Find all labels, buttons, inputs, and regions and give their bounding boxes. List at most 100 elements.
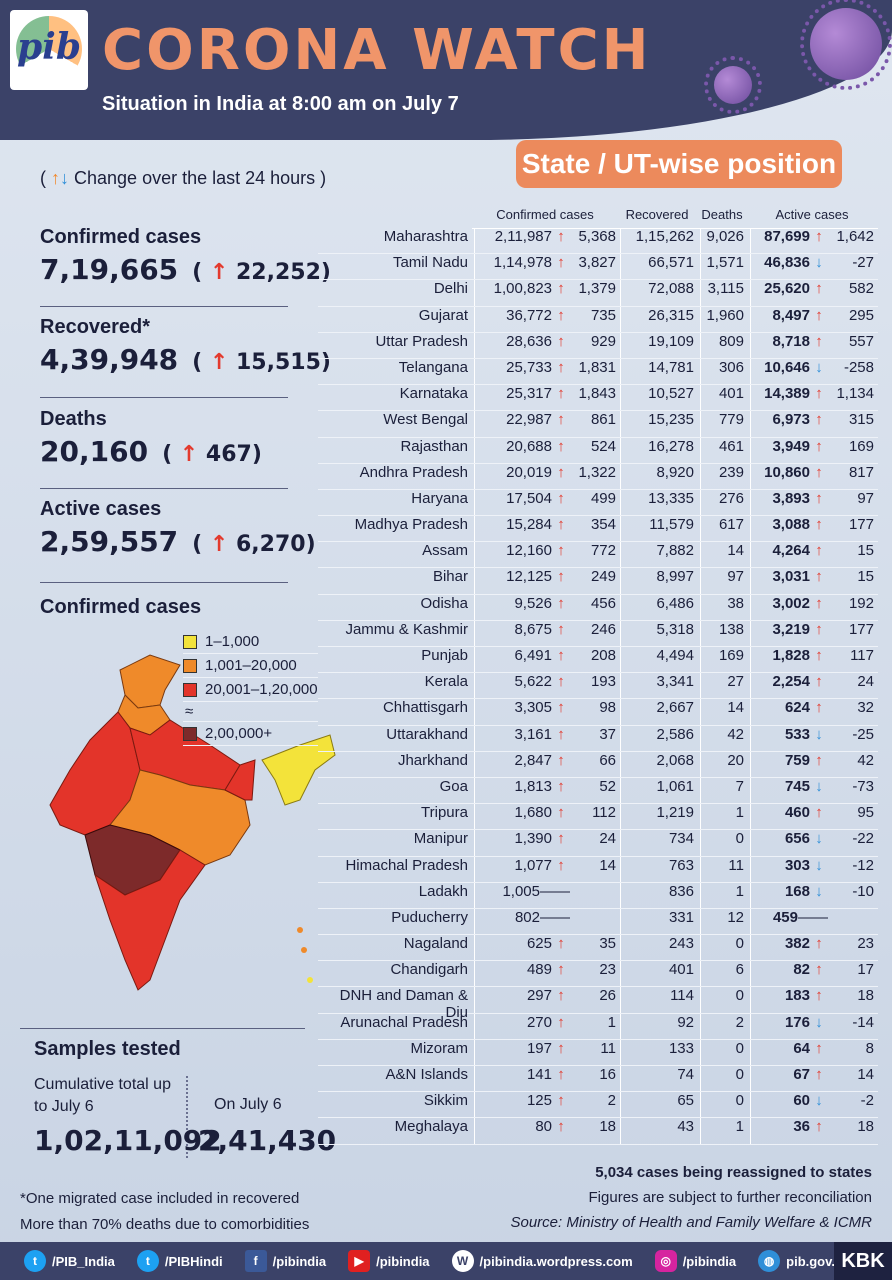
header-deaths: Deaths (701, 207, 743, 222)
deaths-value: 2 (700, 1013, 750, 1039)
confirmed-cell: 20,019 ↑ 1,322 (474, 463, 620, 489)
divider (40, 397, 288, 398)
arrow-down-icon: ↓ (815, 882, 823, 900)
social-link-youtube[interactable]: ▶/pibindia (348, 1250, 430, 1272)
deaths-value: 0 (700, 1092, 750, 1118)
active-value: 656 (784, 830, 810, 848)
state-name: Uttar Pradesh (375, 332, 468, 350)
recovered-value: 7,882 (620, 542, 700, 568)
recovered-value: 243 (620, 935, 700, 961)
confirmed-value: 2,11,987 (494, 228, 552, 245)
active-cell: 10,646 ↓ -258 (750, 358, 878, 385)
pib-logo[interactable]: pib (10, 10, 88, 90)
arrow-up-icon: ↑ (557, 1039, 565, 1057)
state-name: Arunachal Pradesh (340, 1013, 468, 1031)
arrow-down-icon: ↓ (815, 777, 823, 795)
confirmed-change: 354 (590, 516, 616, 534)
recovered-value: 2,068 (620, 751, 700, 777)
deaths-value: 779 (700, 411, 750, 437)
confirmed-cell: 12,125 ↑ 249 (474, 568, 620, 594)
arrow-up-icon: ↑ (557, 228, 565, 245)
recovered-value: 43 (620, 1118, 700, 1144)
confirmed-cell: 141 ↑ 16 (474, 1066, 620, 1092)
arrow-up-icon: ↑ (557, 306, 565, 324)
confirmed-change: 249 (590, 568, 616, 586)
state-name: Chhattisgarh (382, 699, 468, 717)
footnote-migrated: *One migrated case included in recovered (20, 1190, 300, 1207)
confirmed-value: 28,636 (506, 332, 552, 350)
recovered-value: 66,571 (620, 254, 700, 280)
state-name: Jammu & Kashmir (345, 620, 468, 638)
divider (40, 488, 288, 489)
active-change: 95 (857, 804, 874, 822)
globe-icon: ◍ (758, 1250, 781, 1272)
confirmed-value: 3,161 (514, 725, 552, 743)
confirmed-cell: 2,11,987 ↑ 5,368 (474, 228, 620, 254)
confirmed-cell: 1,00,823 ↑ 1,379 (474, 280, 620, 306)
social-link-twitter-pib[interactable]: t/PIB_India (24, 1250, 115, 1272)
confirmed-change: 861 (590, 411, 616, 429)
arrow-down-icon: ↓ (815, 725, 823, 743)
active-change: 15 (857, 542, 874, 560)
active-change: 1,134 (836, 385, 874, 403)
state-name: Telangana (398, 358, 468, 376)
arrow-up-icon: ↑ (557, 699, 565, 717)
arrow-up-icon: ↑ (557, 987, 565, 1005)
active-change: 295 (848, 306, 874, 324)
arrow-up-icon: ↑ (815, 516, 823, 534)
source-note: Source: Ministry of Health and Family We… (510, 1214, 872, 1231)
recovered-value: 763 (620, 856, 700, 882)
confirmed-cell: 20,688 ↑ 524 (474, 437, 620, 463)
arrow-up-icon: ↑ (557, 332, 565, 350)
arrow-up-icon: ↑ (209, 260, 229, 285)
active-change: -73 (852, 777, 874, 795)
state-name: Tripura (421, 804, 468, 822)
state-name: Madhya Pradesh (354, 516, 468, 534)
stat-value: 2,59,557 (40, 525, 179, 558)
confirmed-change (570, 883, 616, 908)
stat-confirmed: Confirmed cases 7,19,665( ↑ 22,252) (40, 226, 331, 286)
recovered-value: 2,586 (620, 725, 700, 751)
social-link-facebook[interactable]: f/pibindia (244, 1250, 326, 1272)
deaths-value: 276 (700, 489, 750, 516)
confirmed-cell: 802 —— (474, 908, 620, 935)
recovered-value: 5,318 (620, 620, 700, 646)
map-region-south (94, 849, 206, 991)
arrow-up-icon: ↑ (557, 1066, 565, 1083)
confirmed-cell: 125 ↑ 2 (474, 1092, 620, 1118)
social-link-wordpress[interactable]: W/pibindia.wordpress.com (451, 1250, 633, 1272)
arrow-up-icon: ↑ (815, 935, 823, 953)
active-change: 582 (848, 280, 874, 298)
arrow-down-icon: ↓ (815, 856, 823, 874)
confirmed-value: 141 (526, 1066, 552, 1083)
confirmed-cell: 15,284 ↑ 354 (474, 516, 620, 542)
state-name: Meghalaya (394, 1118, 468, 1136)
active-value: 2,254 (772, 673, 810, 691)
header-recovered: Recovered (625, 207, 689, 222)
samples-day-value: 2,41,430 (198, 1124, 337, 1157)
deaths-value: 401 (700, 385, 750, 411)
arrow-up-icon: ↑ (557, 358, 565, 376)
twitter-icon: t (136, 1250, 159, 1272)
active-change: 18 (857, 1118, 874, 1136)
state-name: Bihar (432, 568, 468, 586)
recovered-value: 26,315 (620, 306, 700, 332)
active-cell: 2,254 ↑ 24 (750, 673, 878, 699)
kbk-logo: KBK (834, 1242, 892, 1280)
deaths-value: 27 (700, 673, 750, 699)
arrow-up-icon: ↑ (557, 725, 565, 743)
youtube-icon: ▶ (348, 1250, 371, 1272)
deaths-value: 138 (700, 620, 750, 646)
social-link-website[interactable]: ◍ pib.gov.in (758, 1250, 847, 1272)
confirmed-value: 22,987 (506, 411, 552, 429)
social-link-twitter-pibhindi[interactable]: t/PIBHindi (136, 1250, 223, 1272)
active-value: 533 (784, 725, 810, 743)
arrow-up-icon: ↑ (815, 1066, 823, 1083)
active-cell: 8,718 ↑ 557 (750, 332, 878, 358)
confirmed-change: 524 (590, 437, 616, 455)
active-value: 183 (784, 987, 810, 1005)
stat-label: Confirmed cases (40, 226, 202, 248)
confirmed-change: 16 (599, 1066, 616, 1083)
table-row: Chhattisgarh 3,305 ↑ 98 2,667 14 624 ↑ 32 (318, 699, 878, 726)
social-link-instagram[interactable]: ◎/pibindia (654, 1250, 736, 1272)
